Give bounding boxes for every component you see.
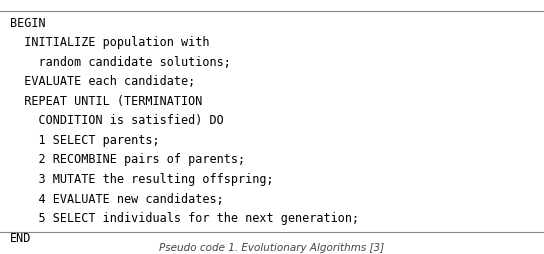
Text: Pseudo code 1. Evolutionary Algorithms [3]: Pseudo code 1. Evolutionary Algorithms […	[159, 243, 385, 253]
Text: 5 SELECT individuals for the next generation;: 5 SELECT individuals for the next genera…	[10, 212, 359, 225]
Text: 1 SELECT parents;: 1 SELECT parents;	[10, 134, 159, 147]
Text: CONDITION is satisfied) DO: CONDITION is satisfied) DO	[10, 114, 224, 127]
Text: random candidate solutions;: random candidate solutions;	[10, 56, 231, 69]
Text: 4 EVALUATE new candidates;: 4 EVALUATE new candidates;	[10, 193, 224, 205]
Text: BEGIN: BEGIN	[10, 17, 45, 29]
Text: EVALUATE each candidate;: EVALUATE each candidate;	[10, 75, 195, 88]
Text: REPEAT UNTIL (TERMINATION: REPEAT UNTIL (TERMINATION	[10, 95, 202, 108]
Text: END: END	[10, 232, 31, 245]
Text: 3 MUTATE the resulting offspring;: 3 MUTATE the resulting offspring;	[10, 173, 274, 186]
Text: 2 RECOMBINE pairs of parents;: 2 RECOMBINE pairs of parents;	[10, 153, 245, 166]
Text: INITIALIZE population with: INITIALIZE population with	[10, 36, 209, 49]
